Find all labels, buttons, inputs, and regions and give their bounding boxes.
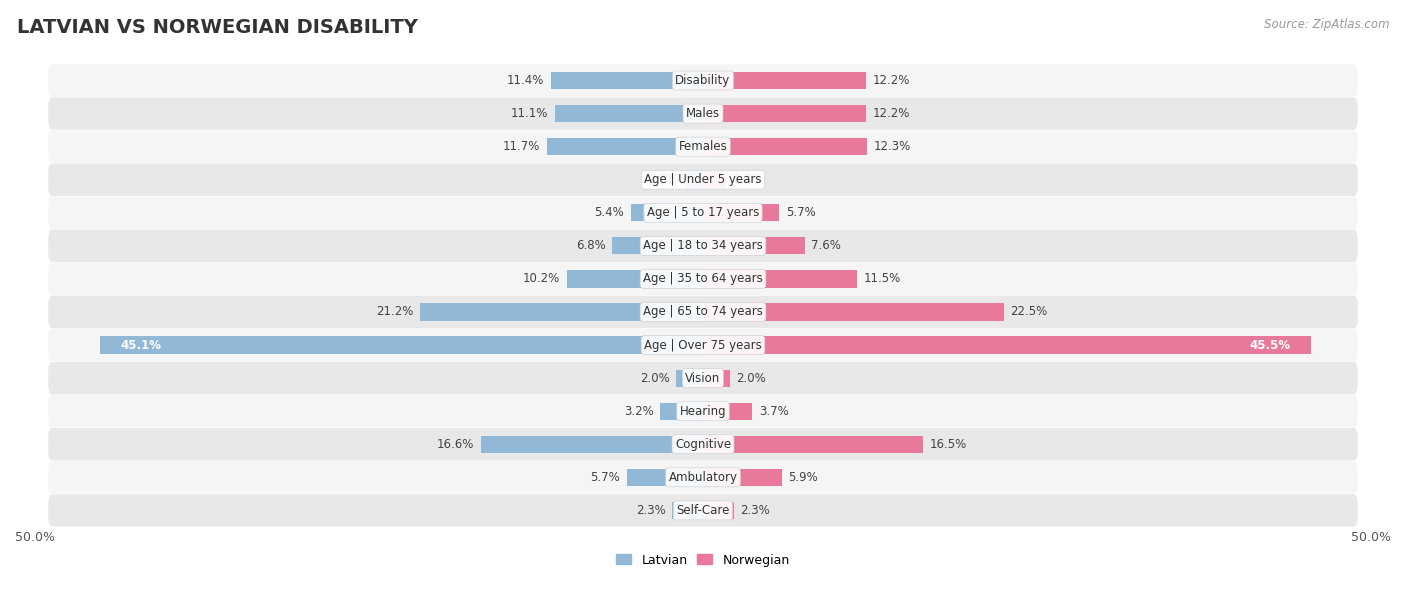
Bar bbox=[481, 436, 703, 453]
Bar bbox=[672, 502, 703, 519]
Text: Males: Males bbox=[686, 107, 720, 120]
Text: 6.8%: 6.8% bbox=[575, 239, 606, 252]
Bar bbox=[703, 502, 734, 519]
Text: 11.1%: 11.1% bbox=[510, 107, 548, 120]
Text: Age | Over 75 years: Age | Over 75 years bbox=[644, 338, 762, 351]
Bar bbox=[703, 337, 1310, 354]
Text: Age | Under 5 years: Age | Under 5 years bbox=[644, 173, 762, 186]
Text: 3.7%: 3.7% bbox=[759, 405, 789, 418]
Text: 5.7%: 5.7% bbox=[591, 471, 620, 484]
Text: Age | 35 to 64 years: Age | 35 to 64 years bbox=[643, 272, 763, 285]
Legend: Latvian, Norwegian: Latvian, Norwegian bbox=[612, 548, 794, 572]
Bar bbox=[567, 271, 703, 288]
Bar bbox=[703, 403, 752, 420]
Bar bbox=[686, 171, 703, 188]
Text: LATVIAN VS NORWEGIAN DISABILITY: LATVIAN VS NORWEGIAN DISABILITY bbox=[17, 18, 418, 37]
Text: 1.3%: 1.3% bbox=[650, 173, 679, 186]
Bar bbox=[703, 370, 730, 387]
Bar bbox=[703, 171, 725, 188]
FancyBboxPatch shape bbox=[48, 428, 1358, 460]
Text: 11.5%: 11.5% bbox=[863, 272, 901, 285]
Bar bbox=[100, 337, 703, 354]
Text: 2.3%: 2.3% bbox=[741, 504, 770, 517]
Text: 22.5%: 22.5% bbox=[1011, 305, 1047, 318]
Bar bbox=[555, 105, 703, 122]
FancyBboxPatch shape bbox=[48, 263, 1358, 295]
Text: 16.6%: 16.6% bbox=[437, 438, 475, 451]
FancyBboxPatch shape bbox=[48, 494, 1358, 526]
Bar bbox=[703, 436, 924, 453]
Text: 45.5%: 45.5% bbox=[1250, 338, 1291, 351]
Bar bbox=[703, 304, 1004, 321]
Bar bbox=[703, 138, 868, 155]
Bar bbox=[551, 72, 703, 89]
Bar bbox=[627, 469, 703, 486]
Bar bbox=[420, 304, 703, 321]
Text: Age | 18 to 34 years: Age | 18 to 34 years bbox=[643, 239, 763, 252]
Text: 10.2%: 10.2% bbox=[523, 272, 560, 285]
FancyBboxPatch shape bbox=[48, 362, 1358, 394]
Text: 12.2%: 12.2% bbox=[873, 107, 910, 120]
Text: Disability: Disability bbox=[675, 74, 731, 87]
Text: 12.3%: 12.3% bbox=[875, 140, 911, 153]
Text: 1.7%: 1.7% bbox=[733, 173, 762, 186]
Text: Females: Females bbox=[679, 140, 727, 153]
Bar bbox=[703, 105, 866, 122]
Text: Age | 5 to 17 years: Age | 5 to 17 years bbox=[647, 206, 759, 219]
FancyBboxPatch shape bbox=[48, 163, 1358, 196]
Text: 21.2%: 21.2% bbox=[375, 305, 413, 318]
Text: 11.7%: 11.7% bbox=[502, 140, 540, 153]
FancyBboxPatch shape bbox=[48, 64, 1358, 97]
Text: 5.9%: 5.9% bbox=[789, 471, 818, 484]
Text: 45.1%: 45.1% bbox=[121, 338, 162, 351]
FancyBboxPatch shape bbox=[48, 130, 1358, 163]
Text: Ambulatory: Ambulatory bbox=[668, 471, 738, 484]
Text: 7.6%: 7.6% bbox=[811, 239, 841, 252]
FancyBboxPatch shape bbox=[48, 395, 1358, 427]
FancyBboxPatch shape bbox=[48, 329, 1358, 361]
Bar bbox=[676, 370, 703, 387]
Text: Cognitive: Cognitive bbox=[675, 438, 731, 451]
Text: 2.3%: 2.3% bbox=[636, 504, 665, 517]
Bar bbox=[703, 72, 866, 89]
Text: Self-Care: Self-Care bbox=[676, 504, 730, 517]
Text: Source: ZipAtlas.com: Source: ZipAtlas.com bbox=[1264, 18, 1389, 31]
Text: 12.2%: 12.2% bbox=[873, 74, 910, 87]
Text: 5.7%: 5.7% bbox=[786, 206, 815, 219]
Bar bbox=[703, 204, 779, 222]
Text: 16.5%: 16.5% bbox=[931, 438, 967, 451]
FancyBboxPatch shape bbox=[48, 196, 1358, 229]
Bar bbox=[661, 403, 703, 420]
Text: 3.2%: 3.2% bbox=[624, 405, 654, 418]
Bar bbox=[703, 237, 804, 255]
Text: Vision: Vision bbox=[685, 371, 721, 384]
FancyBboxPatch shape bbox=[48, 230, 1358, 262]
Text: 11.4%: 11.4% bbox=[506, 74, 544, 87]
Text: 2.0%: 2.0% bbox=[737, 371, 766, 384]
Bar bbox=[703, 469, 782, 486]
Text: Age | 65 to 74 years: Age | 65 to 74 years bbox=[643, 305, 763, 318]
Bar bbox=[612, 237, 703, 255]
Text: Hearing: Hearing bbox=[679, 405, 727, 418]
Text: 5.4%: 5.4% bbox=[595, 206, 624, 219]
Bar bbox=[547, 138, 703, 155]
Bar bbox=[631, 204, 703, 222]
FancyBboxPatch shape bbox=[48, 296, 1358, 328]
FancyBboxPatch shape bbox=[48, 461, 1358, 493]
Text: 2.0%: 2.0% bbox=[640, 371, 669, 384]
FancyBboxPatch shape bbox=[48, 97, 1358, 130]
Bar bbox=[703, 271, 856, 288]
